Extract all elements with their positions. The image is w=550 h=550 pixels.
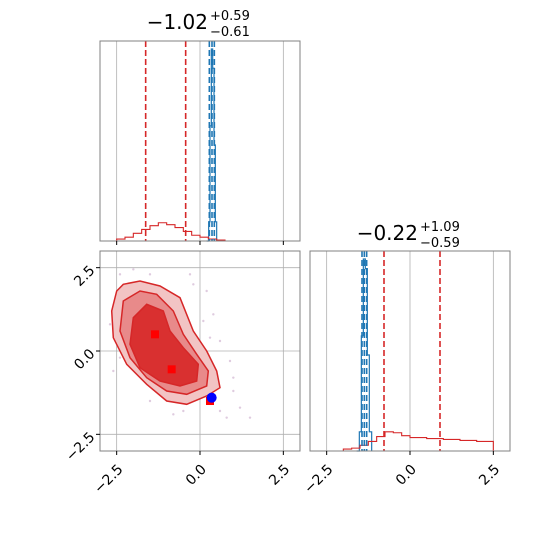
title-p1: −0.22 +1.09 −0.59 bbox=[357, 220, 460, 251]
scatter-point-16 bbox=[202, 319, 205, 323]
hist-p1-xtick-label-1: 0.0 bbox=[393, 462, 420, 489]
hist-p1-xtick-label-0: −2.5 bbox=[301, 462, 336, 497]
scatter-point-0 bbox=[118, 273, 122, 276]
scatter-point-18 bbox=[192, 283, 195, 286]
scatter-point-11 bbox=[182, 409, 185, 413]
scatter-point-5 bbox=[218, 339, 222, 343]
scatter-point-10 bbox=[248, 416, 252, 419]
scatter-2d-xtick-label-0: −2.5 bbox=[91, 462, 126, 497]
scatter-point-7 bbox=[232, 389, 235, 393]
scatter-point-12 bbox=[148, 399, 152, 403]
title-p0-main: −1.02 bbox=[147, 10, 208, 34]
title-p0: −1.02 +0.59 −0.61 bbox=[147, 9, 250, 40]
red-marker-0 bbox=[151, 330, 159, 339]
scatter-point-19 bbox=[232, 376, 235, 379]
scatter-point-22 bbox=[118, 356, 122, 359]
contour-inner bbox=[129, 303, 200, 387]
title-p1-sub: −0.59 bbox=[420, 236, 460, 251]
title-p1-main: −0.22 bbox=[357, 221, 418, 245]
hist-p1-red-histogram bbox=[335, 431, 494, 452]
scatter-point-2 bbox=[148, 273, 152, 276]
scatter-2d-ytick-label-1: 0.0 bbox=[71, 346, 98, 373]
scatter-point-13 bbox=[112, 369, 115, 373]
y-tick-labels-2d: −2.5 0.0 2.5 bbox=[63, 263, 98, 465]
title-p0-sub: −0.61 bbox=[210, 25, 250, 40]
scatter-point-3 bbox=[188, 273, 192, 276]
blue-marker bbox=[206, 392, 217, 403]
scatter-point-14 bbox=[108, 323, 112, 326]
hist-p1-xtick-label-2: 2.5 bbox=[476, 462, 503, 489]
scatter-2d-xtick-label-1: 0.0 bbox=[183, 462, 210, 489]
scatter-2d-xtick-label-2: 2.5 bbox=[266, 462, 293, 489]
scatter-2d-ytick-label-2: 2.5 bbox=[71, 263, 98, 290]
scatter-point-8 bbox=[238, 406, 242, 409]
x-tick-labels-hist1: −2.5 0.0 2.5 bbox=[301, 462, 503, 497]
scatter-point-21 bbox=[172, 413, 175, 416]
title-p1-sup: +1.09 bbox=[420, 220, 460, 235]
scatter-point-23 bbox=[208, 336, 212, 339]
scatter-point-20 bbox=[218, 409, 222, 413]
histogram-p1-panel bbox=[309, 250, 511, 455]
red-marker-1 bbox=[167, 365, 176, 374]
scatter-point-6 bbox=[228, 359, 232, 363]
scatter-point-9 bbox=[225, 416, 228, 419]
title-p0-sup: +0.59 bbox=[210, 9, 250, 24]
scatter-point-4 bbox=[205, 289, 208, 293]
scatter-point-1 bbox=[132, 268, 135, 271]
hist-p1-blue-histogram bbox=[356, 258, 373, 452]
x-tick-labels-2d: −2.5 0.0 2.5 bbox=[91, 462, 293, 497]
scatter-point-17 bbox=[212, 313, 215, 316]
histogram-p0-panel bbox=[99, 40, 301, 245]
scatter-2d-panel bbox=[96, 250, 301, 455]
scatter-2d-ytick-label-0: −2.5 bbox=[63, 429, 98, 464]
